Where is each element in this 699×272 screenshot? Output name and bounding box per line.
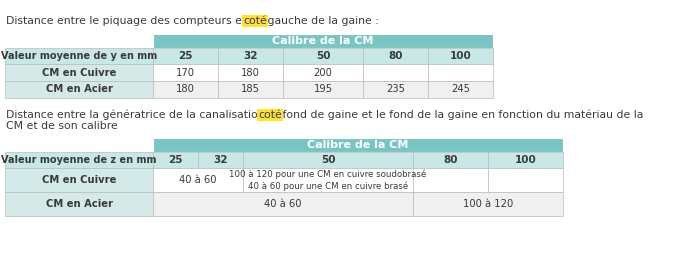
- Text: CM en Cuivre: CM en Cuivre: [42, 67, 116, 78]
- Text: 32: 32: [213, 155, 228, 165]
- Text: Valeur moyenne de z en mm: Valeur moyenne de z en mm: [1, 155, 157, 165]
- Text: fond de gaine et le fond de la gaine en fonction du matériau de la: fond de gaine et le fond de la gaine en …: [279, 110, 643, 120]
- Bar: [5, 48, 153, 64]
- Text: 80: 80: [443, 155, 458, 165]
- Bar: [243, 168, 413, 192]
- Bar: [218, 64, 283, 81]
- Bar: [413, 152, 488, 168]
- Bar: [5, 152, 153, 168]
- Text: 180: 180: [241, 67, 260, 78]
- Text: gauche de la gaine :: gauche de la gaine :: [264, 16, 378, 26]
- Bar: [5, 168, 153, 192]
- Text: 195: 195: [313, 85, 333, 94]
- Text: coté: coté: [259, 110, 282, 120]
- Bar: [153, 81, 218, 98]
- Bar: [363, 81, 428, 98]
- Text: Valeur moyenne de y en mm: Valeur moyenne de y en mm: [1, 51, 157, 61]
- Bar: [153, 152, 198, 168]
- Text: Calibre de la CM: Calibre de la CM: [308, 140, 409, 150]
- Text: 100: 100: [514, 155, 536, 165]
- Bar: [413, 168, 488, 192]
- Text: Distance entre la génératrice de la canalisation: Distance entre la génératrice de la cana…: [6, 110, 268, 120]
- Text: 100 à 120: 100 à 120: [463, 199, 513, 209]
- Text: CM en Cuivre: CM en Cuivre: [42, 175, 116, 185]
- Bar: [153, 64, 218, 81]
- Text: 100: 100: [449, 51, 471, 61]
- Text: 40 à 60: 40 à 60: [264, 199, 302, 209]
- Bar: [218, 48, 283, 64]
- Text: CM en Acier: CM en Acier: [45, 199, 113, 209]
- Bar: [428, 48, 493, 64]
- Text: 185: 185: [241, 85, 260, 94]
- Bar: [5, 192, 153, 216]
- Bar: [198, 152, 243, 168]
- Bar: [283, 64, 363, 81]
- Bar: [413, 192, 563, 216]
- Text: 25: 25: [178, 51, 193, 61]
- Bar: [243, 152, 413, 168]
- Bar: [428, 64, 493, 81]
- Text: 50: 50: [321, 155, 336, 165]
- Bar: [153, 48, 218, 64]
- Text: 25: 25: [168, 155, 182, 165]
- Text: coté: coté: [243, 16, 266, 26]
- Text: 32: 32: [243, 51, 258, 61]
- Text: Calibre de la CM: Calibre de la CM: [273, 36, 374, 46]
- Bar: [153, 168, 243, 192]
- Text: 180: 180: [176, 85, 195, 94]
- Text: CM en Acier: CM en Acier: [45, 85, 113, 94]
- Text: 245: 245: [451, 85, 470, 94]
- Text: Distance entre le piquage des compteurs et le: Distance entre le piquage des compteurs …: [6, 16, 263, 26]
- Bar: [488, 152, 563, 168]
- Bar: [5, 64, 153, 81]
- Bar: [363, 64, 428, 81]
- Bar: [153, 34, 493, 48]
- Bar: [5, 81, 153, 98]
- Text: 50: 50: [316, 51, 330, 61]
- Text: 40 à 60: 40 à 60: [179, 175, 217, 185]
- Bar: [283, 81, 363, 98]
- Text: 80: 80: [388, 51, 403, 61]
- Bar: [283, 48, 363, 64]
- Bar: [153, 138, 563, 152]
- Text: 200: 200: [314, 67, 333, 78]
- Bar: [488, 168, 563, 192]
- Bar: [218, 81, 283, 98]
- Bar: [153, 192, 413, 216]
- Text: CM et de son calibre: CM et de son calibre: [6, 121, 117, 131]
- Bar: [363, 48, 428, 64]
- Text: 235: 235: [386, 85, 405, 94]
- Text: 170: 170: [176, 67, 195, 78]
- Text: 100 à 120 pour une CM en cuivre soudobrasé
40 à 60 pour une CM en cuivre brasé: 100 à 120 pour une CM en cuivre soudobra…: [229, 169, 426, 191]
- Bar: [428, 81, 493, 98]
